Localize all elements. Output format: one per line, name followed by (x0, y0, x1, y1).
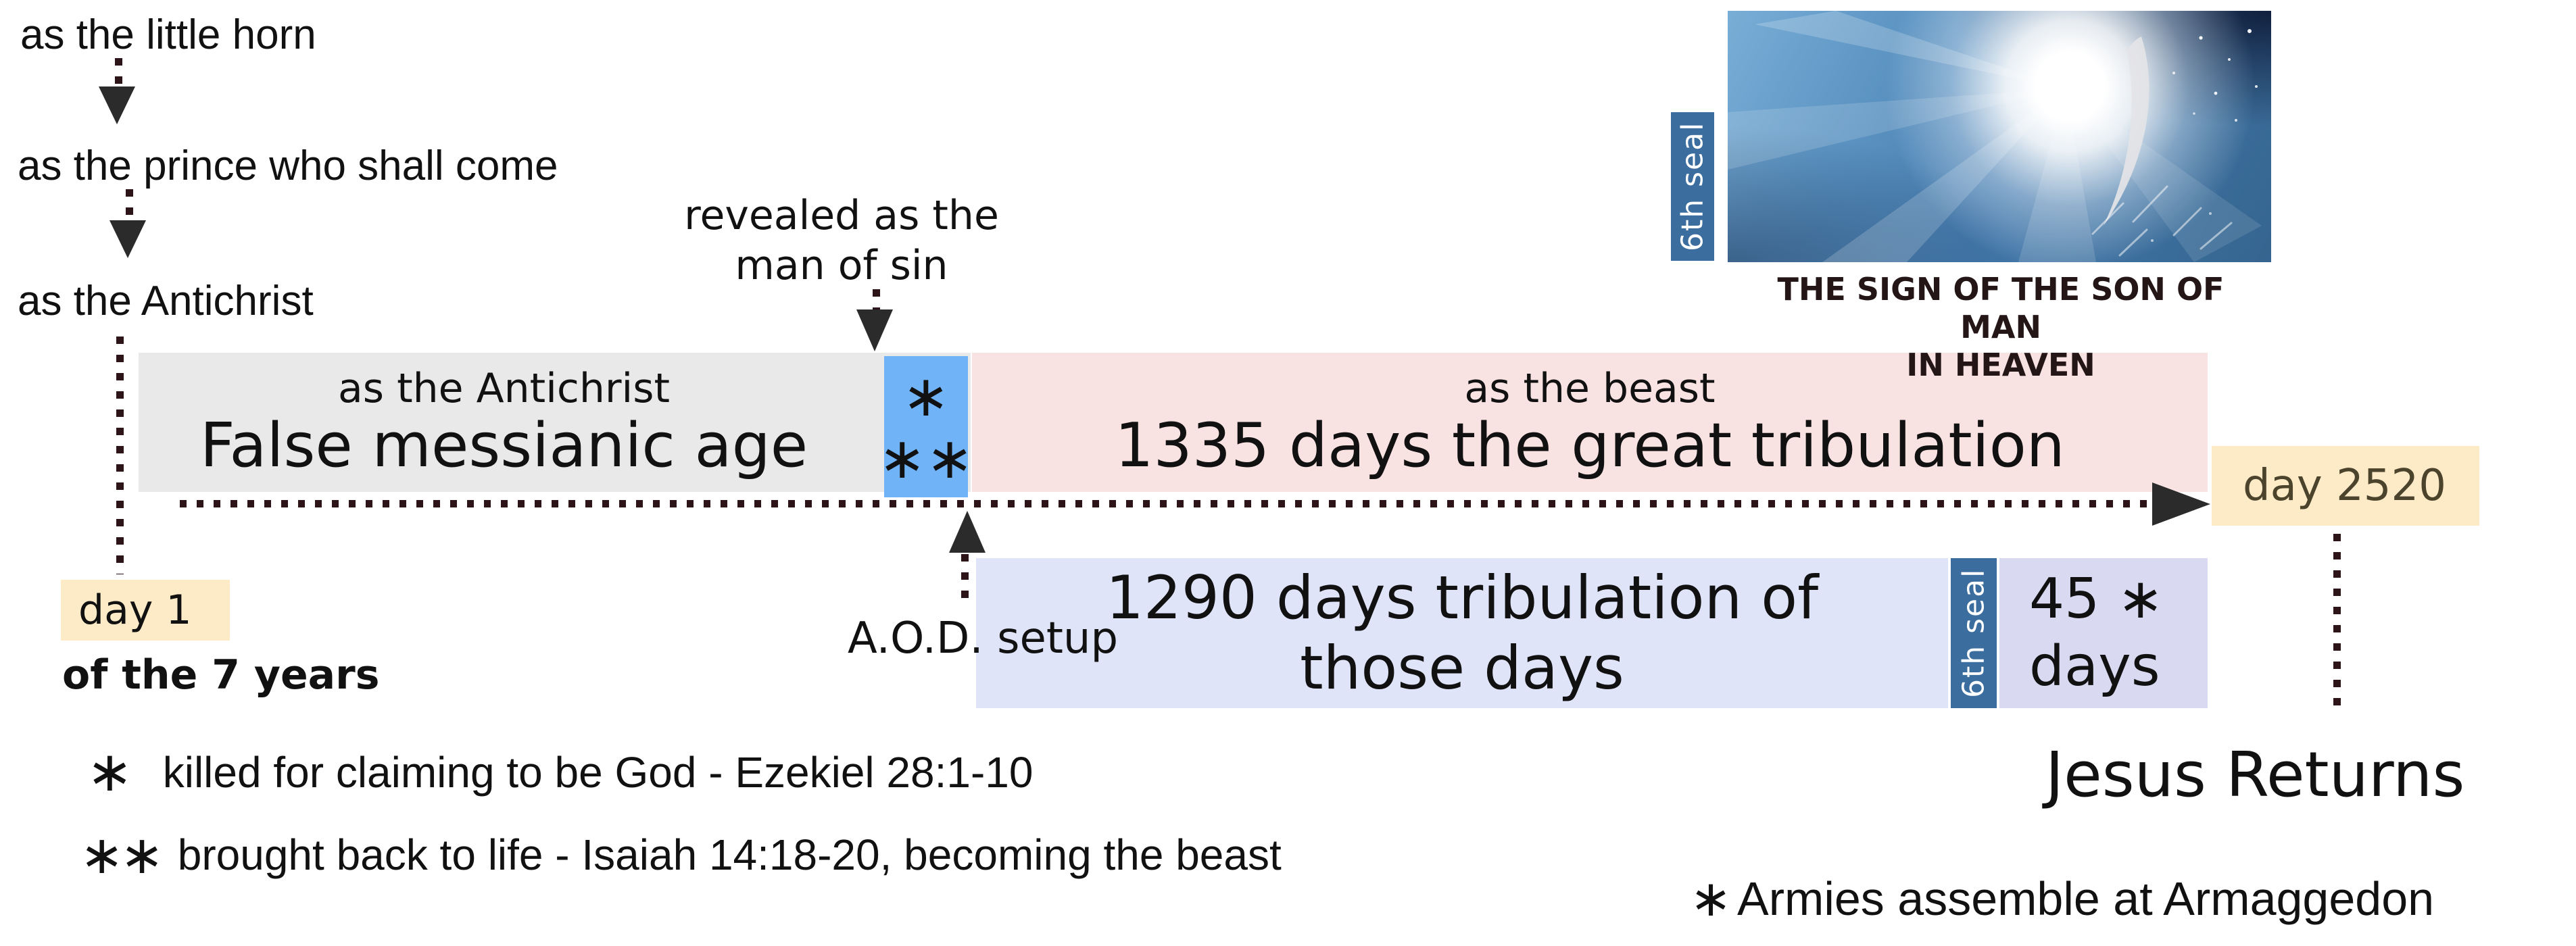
revealed-line1: revealed as the (684, 192, 999, 239)
days45-line1: 45 ∗ (2029, 567, 2164, 631)
caption-line1: THE SIGN OF THE SON OF MAN (1777, 271, 2225, 345)
false-age-line1: as the Antichrist (337, 365, 671, 412)
arrow-line-3 (873, 289, 880, 311)
timeline-dotted-arrow-line (180, 500, 2154, 507)
tribulation-1290-box: 1290 days tribulation of those days (976, 558, 1948, 708)
beast-line1: as the beast (1464, 365, 1716, 412)
day-1-label: day 1 (78, 587, 192, 634)
arrow-up-icon (949, 511, 986, 553)
trib1290-line2: those days (1300, 633, 1624, 703)
label-little-horn: as the little horn (20, 11, 316, 58)
day-2520-box: day 2520 (2212, 446, 2479, 526)
caption-line2: IN HEAVEN (1906, 347, 2095, 383)
arrow-right-icon (2152, 482, 2210, 526)
footnote-star: ∗ (1690, 870, 1732, 926)
footnote-star: ∗ (87, 741, 133, 803)
sixth-seal-tab: 6th seal (1671, 112, 1714, 261)
heaven-image-caption: THE SIGN OF THE SON OF MAN IN HEAVEN (1734, 270, 2268, 384)
aod-setup-label: A.O.D. setup (848, 614, 1119, 664)
footnote-star: ∗∗ (80, 825, 164, 885)
day1-boundary-line (116, 337, 124, 574)
single-star: ∗ (902, 362, 950, 429)
seven-years-label: of the 7 years (62, 651, 380, 699)
footnote-armies: ∗ Armies assemble at Armaggedon (1690, 872, 2434, 926)
footnote-text: Armies assemble at Armaggedon (1737, 872, 2435, 925)
label-antichrist: as the Antichrist (18, 278, 314, 324)
label-revealed-man-of-sin: revealed as the man of sin (652, 191, 1031, 291)
footnote-revived: ∗∗ brought back to life - Isaiah 14:18-2… (80, 828, 1282, 881)
double-star: ∗∗ (878, 424, 974, 491)
trib1290-line1: 1290 days tribulation of (1105, 563, 1819, 632)
arrow-down-icon (856, 309, 893, 351)
days-45-box: 45 ∗ days (1999, 558, 2208, 708)
arrow-down-icon (99, 86, 135, 124)
day-2520-label: day 2520 (2243, 461, 2446, 511)
scythe-shape (2104, 36, 2149, 226)
son-of-man-image (1728, 11, 2271, 262)
arrow-line-1 (115, 58, 122, 89)
footnote-text: brought back to life - Isaiah 14:18-20, … (177, 830, 1282, 879)
footnote-killed: ∗ killed for claiming to be God - Ezekie… (87, 745, 1033, 800)
false-age-line2: False messianic age (199, 410, 808, 481)
sixth-seal-tab: 6th seal (1951, 558, 1997, 708)
false-messianic-age-box: as the Antichrist False messianic age (139, 353, 971, 492)
revealed-line2: man of sin (735, 242, 948, 289)
arrow-line-2 (126, 189, 133, 222)
aod-dotted-line (961, 554, 969, 600)
great-tribulation-box: as the beast 1335 days the great tribula… (972, 353, 2208, 492)
jesus-returns-label: Jesus Returns (2045, 739, 2465, 811)
beast-line2: 1335 days the great tribulation (1115, 410, 2065, 481)
jesus-returns-line (2333, 534, 2341, 710)
days45-line2: days (2029, 634, 2160, 699)
killed-revived-stars-box: ∗ ∗∗ (879, 356, 973, 497)
footnote-text: killed for claiming to be God - Ezekiel … (162, 748, 1034, 797)
label-prince: as the prince who shall come (18, 143, 558, 189)
arrow-down-icon (110, 220, 146, 258)
light-rays-and-scythe-art (1728, 11, 2262, 262)
day-1-box: day 1 (61, 580, 230, 641)
